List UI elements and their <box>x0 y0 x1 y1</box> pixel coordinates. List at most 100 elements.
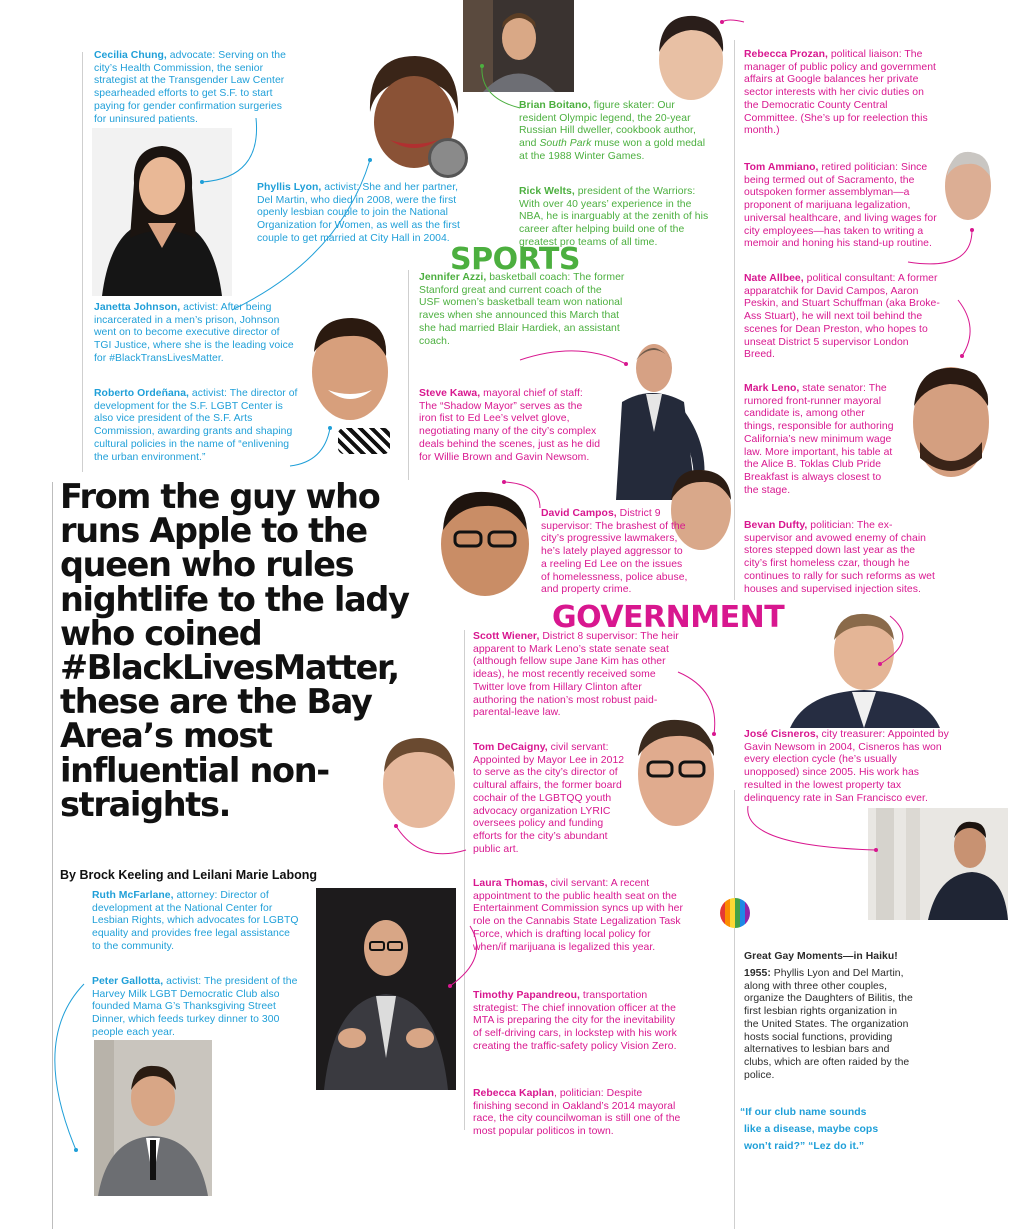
david-campos-face <box>437 486 533 598</box>
person-description: president of the Warriors: With over 40 … <box>519 186 709 248</box>
blurb-bevan-dufty: Bevan Dufty, politician: The ex-supervis… <box>744 520 938 596</box>
person-description: civil servant: Appointed by Mayor Lee in… <box>473 742 625 855</box>
person-name: Cecilia Chung, <box>94 50 167 61</box>
blurb-rebecca-kaplan: Rebecca Kaplan, politician: Despite fini… <box>473 1088 683 1139</box>
blurb-nate-allbee: Nate Allbee, political consultant: A for… <box>744 273 940 362</box>
person-description: state senator: The rumored front-runner … <box>744 383 894 496</box>
person-description: activist: The director of development fo… <box>94 388 298 463</box>
person-description: civil servant: A recent appointment to t… <box>473 878 683 953</box>
person-description: activist: The president of the Harvey Mi… <box>92 976 298 1038</box>
person-description: politician: The ex-supervisor and avowed… <box>744 520 935 595</box>
person-name: Ruth McFarlane, <box>92 890 174 901</box>
person-description: mayoral chief of staff: The “Shadow Mayo… <box>419 388 601 463</box>
haiku-title: Great Gay Moments—in Haiku! <box>744 951 898 962</box>
person-description: , politician: Despite finishing second i… <box>473 1088 681 1138</box>
person-description: political liaison: The manager of public… <box>744 49 936 137</box>
sports-section-title: SPORTS <box>450 242 580 277</box>
blurb-rebecca-prozan: Rebecca Prozan, political liaison: The m… <box>744 49 940 138</box>
person-name: Rebecca Prozan, <box>744 49 828 60</box>
person-description: advocate: Serving on the city’s Health C… <box>94 50 286 125</box>
person-description: District 9 supervisor: The brashest of t… <box>541 508 688 596</box>
haiku-line: won’t raid?” “Lez do it.” <box>744 1141 865 1152</box>
column-rule <box>464 630 465 1130</box>
person-description: muse won a gold medal at the 1988 Winter… <box>519 138 706 162</box>
brooch-icon <box>428 138 468 178</box>
blurb-jennifer-azzi: Jennifer Azzi, basketball coach: The for… <box>419 272 625 348</box>
person-name: Roberto Ordeñana, <box>94 388 189 399</box>
person-name: Janetta Johnson, <box>94 302 181 313</box>
roberto-ordenana-face <box>306 312 394 424</box>
blurb-ruth-mcfarlane: Ruth McFarlane, attorney: Director of de… <box>92 890 300 954</box>
haiku-entry: 1955: Phyllis Lyon and Del Martin, along… <box>744 968 914 1082</box>
blurb-rick-welts: Rick Welts, president of the Warriors: W… <box>519 186 715 250</box>
mark-leno-face <box>910 362 992 480</box>
column-rule <box>82 52 83 472</box>
person-name: Brian Boitano, <box>519 100 591 111</box>
person-description: transportation strategist: The chief inn… <box>473 990 677 1052</box>
person-description: District 8 supervisor: The heir apparent… <box>473 631 679 719</box>
haiku-line: “If our club name sounds <box>740 1107 867 1118</box>
rainbow-circle-icon <box>720 898 750 928</box>
column-rule <box>408 270 409 480</box>
page-headline: From the guy who runs Apple to the queen… <box>60 477 410 824</box>
person-name: David Campos, <box>541 508 617 519</box>
blurb-cecilia-chung: Cecilia Chung, advocate: Serving on the … <box>94 50 296 126</box>
person-description: retired politician: Since being termed o… <box>744 162 937 250</box>
bevan-dufty-face <box>668 466 734 552</box>
person-name: Rick Welts, <box>519 186 575 197</box>
blurb-roberto-ordenana: Roberto Ordeñana, activist: The director… <box>94 388 300 464</box>
byline: By Brock Keeling and Leilani Marie Labon… <box>60 868 317 882</box>
blurb-jose-cisneros: José Cisneros, city treasurer: Appointed… <box>744 729 950 805</box>
person-description: basketball coach: The former Stanford gr… <box>419 272 625 347</box>
person-name: Bevan Dufty, <box>744 520 808 531</box>
person-name: Peter Gallotta, <box>92 976 164 987</box>
haiku-line: like a disease, maybe cops <box>744 1124 879 1135</box>
person-description-italic: South Park <box>539 138 592 150</box>
person-name: Phyllis Lyon, <box>257 182 322 193</box>
column-rule <box>734 40 735 600</box>
person-name: Tom Ammiano, <box>744 162 819 173</box>
blurb-steve-kawa: Steve Kawa, mayoral chief of staff: The … <box>419 388 601 464</box>
peter-gallotta-photo <box>94 1040 212 1196</box>
blurb-phyllis-lyon: Phyllis Lyon, activist: She and her part… <box>257 182 461 246</box>
person-name: Jennifer Azzi, <box>419 272 487 283</box>
column-rule <box>52 482 53 1229</box>
person-description: political consultant: A former apparatch… <box>744 273 940 361</box>
scott-wiener-face <box>634 716 718 828</box>
person-name: Scott Wiener, <box>473 631 540 642</box>
person-description: city treasurer: Appointed by Gavin Newso… <box>744 729 949 804</box>
person-name: Mark Leno, <box>744 383 800 394</box>
blurb-laura-thomas: Laura Thomas, civil servant: A recent ap… <box>473 878 683 954</box>
brian-boitano-photo <box>463 0 574 92</box>
tom-decaigny-face <box>380 734 458 830</box>
person-name: Tom DeCaigny, <box>473 742 548 753</box>
scott-wiener-photo <box>790 606 940 728</box>
blurb-janetta-johnson: Janetta Johnson, activist: After being i… <box>94 302 298 366</box>
government-section-title: GOVERNMENT <box>552 600 785 635</box>
blurb-tom-ammiano: Tom Ammiano, retired politician: Since b… <box>744 162 940 251</box>
jose-cisneros-photo <box>868 808 1008 920</box>
haiku-description: Phyllis Lyon and Del Martin, along with … <box>744 968 913 1081</box>
blurb-timothy-papandreou: Timothy Papandreou, transportation strat… <box>473 990 683 1054</box>
ruth-mcfarlane-photo <box>316 888 456 1090</box>
bowtie-icon <box>338 428 390 454</box>
blurb-david-campos: David Campos, District 9 supervisor: The… <box>541 508 689 597</box>
person-name: Timothy Papandreou, <box>473 990 580 1001</box>
blurb-scott-wiener: Scott Wiener, District 8 supervisor: The… <box>473 631 687 720</box>
rebecca-prozan-face <box>655 12 727 102</box>
person-name: Nate Allbee, <box>744 273 804 284</box>
person-name: José Cisneros, <box>744 729 819 740</box>
person-description: attorney: Director of development at the… <box>92 890 299 952</box>
cecilia-chung-photo <box>92 128 232 296</box>
blurb-brian-boitano: Brian Boitano, figure skater: Our reside… <box>519 100 715 164</box>
blurb-mark-leno: Mark Leno, state senator: The rumored fr… <box>744 383 894 497</box>
steve-kawa-photo <box>596 332 714 500</box>
person-description: activist: After being incarcerated in a … <box>94 302 294 364</box>
person-name: Steve Kawa, <box>419 388 481 399</box>
person-description: figure skater: Our resident Olympic lege… <box>519 100 696 150</box>
person-name: Laura Thomas, <box>473 878 548 889</box>
person-description: activist: She and her partner, Del Marti… <box>257 182 460 244</box>
blurb-tom-decaigny: Tom DeCaigny, civil servant: Appointed b… <box>473 742 633 856</box>
haiku-year: 1955: <box>744 968 771 979</box>
person-name: Rebecca Kaplan <box>473 1088 554 1099</box>
